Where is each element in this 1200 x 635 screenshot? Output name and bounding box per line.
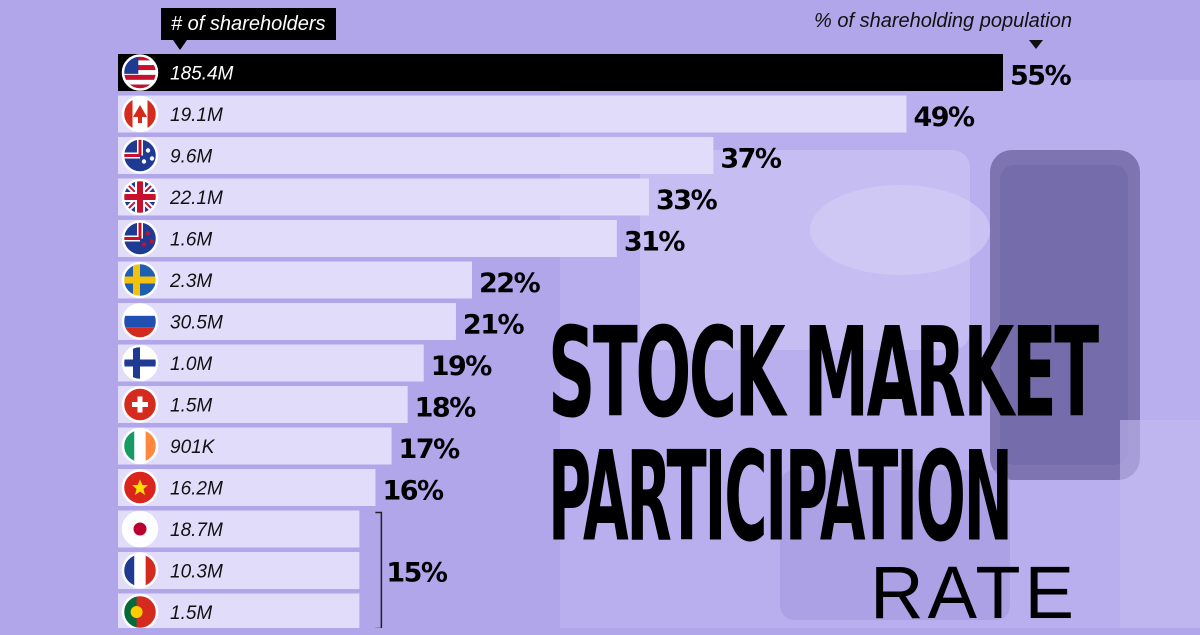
bar-australia <box>118 137 714 174</box>
percentage-label: 37% <box>720 144 782 175</box>
shareholders-count: 9.6M <box>170 147 212 168</box>
percentage-label: 33% <box>656 185 718 216</box>
sweden-flag-icon <box>121 261 159 299</box>
shareholders-count: 1.0M <box>170 354 212 375</box>
bar-russia <box>118 303 456 340</box>
bar-canada <box>118 95 907 133</box>
uk-flag-icon <box>121 178 159 216</box>
shareholders-count: 1.5M <box>170 396 212 417</box>
percentage-label: 19% <box>431 351 493 382</box>
bar-row: 18.7M <box>118 510 360 548</box>
percentage-label: 16% <box>382 476 444 507</box>
bar-switzerland <box>118 386 408 423</box>
percentage-label: 22% <box>479 268 541 299</box>
percentage-label: 55% <box>1010 61 1072 92</box>
france-flag-icon <box>121 552 159 589</box>
title-line-2: PARTICIPATION <box>548 424 1013 569</box>
title-line-3: RATE <box>870 551 1078 634</box>
bar-row: 9.6M 37% <box>118 137 783 175</box>
finland-flag-icon <box>121 344 159 382</box>
bar-row: 10.3M 15% <box>118 552 449 589</box>
bar-row: 901K 17% <box>118 427 462 465</box>
bar-row: 185.4M 55% <box>118 54 1073 92</box>
bar-row: 16.2M 16% <box>118 469 446 507</box>
shareholders-count: 19.1M <box>170 105 223 126</box>
percentage-label: 21% <box>463 310 525 341</box>
percentage-label: 17% <box>399 434 461 465</box>
switzerland-flag-icon <box>121 386 159 423</box>
bar-united-states <box>118 54 1003 91</box>
japan-flag-icon <box>121 510 159 548</box>
shareholders-count: 10.3M <box>170 562 223 583</box>
canada-flag-icon <box>121 95 159 133</box>
bar-row: 1.0M 19% <box>118 344 494 382</box>
bar-row: 19.1M 49% <box>118 95 977 133</box>
percentage-label: 31% <box>624 227 686 258</box>
bar-ireland <box>118 427 392 465</box>
bar-united-kingdom <box>118 178 649 216</box>
bar-row: 1.5M <box>118 593 360 628</box>
bar-finland <box>118 344 424 382</box>
bar-row: 1.6M 31% <box>118 220 687 258</box>
bar-portugal <box>118 593 360 628</box>
russia-flag-icon <box>121 303 159 340</box>
shareholders-count: 185.4M <box>170 64 234 85</box>
shareholders-count: 901K <box>170 437 216 458</box>
percentage-label: 49% <box>913 102 975 133</box>
bar-new-zealand <box>118 220 617 257</box>
title-line-1: STOCK MARKET <box>548 300 1099 445</box>
shareholders-count: 1.6M <box>170 230 212 251</box>
percentage-label: 18% <box>415 393 477 424</box>
portugal-flag-icon <box>121 593 159 628</box>
population-label: % of shareholding population <box>814 10 1072 32</box>
population-arrow-icon <box>1029 40 1043 49</box>
shareholders-count: 30.5M <box>170 313 223 334</box>
bar-vietnam <box>118 469 376 506</box>
group-bracket <box>375 511 383 628</box>
shareholders-count: 2.3M <box>169 271 212 292</box>
bar-row: 1.5M 18% <box>118 386 478 424</box>
shareholders-count: 22.1M <box>169 188 223 209</box>
new-zealand-flag-icon <box>121 220 159 257</box>
shareholders-count: 18.7M <box>170 520 223 541</box>
bar-row: 2.3M 22% <box>118 261 542 299</box>
bar-row: 22.1M 33% <box>118 178 719 216</box>
australia-flag-icon <box>121 137 159 174</box>
shareholders-count: 16.2M <box>170 479 223 500</box>
percentage-label: 15% <box>386 558 448 589</box>
chart-title: STOCK MARKET PARTICIPATION RATE <box>548 300 1099 634</box>
bar-row: 30.5M 21% <box>118 303 526 341</box>
ireland-flag-icon <box>121 427 159 465</box>
vietnam-flag-icon <box>121 469 159 506</box>
bar-sweden <box>118 261 472 299</box>
shareholders-count: 1.5M <box>170 603 212 624</box>
us-flag-icon <box>121 54 159 91</box>
shareholders-label: # of shareholders <box>161 8 336 50</box>
